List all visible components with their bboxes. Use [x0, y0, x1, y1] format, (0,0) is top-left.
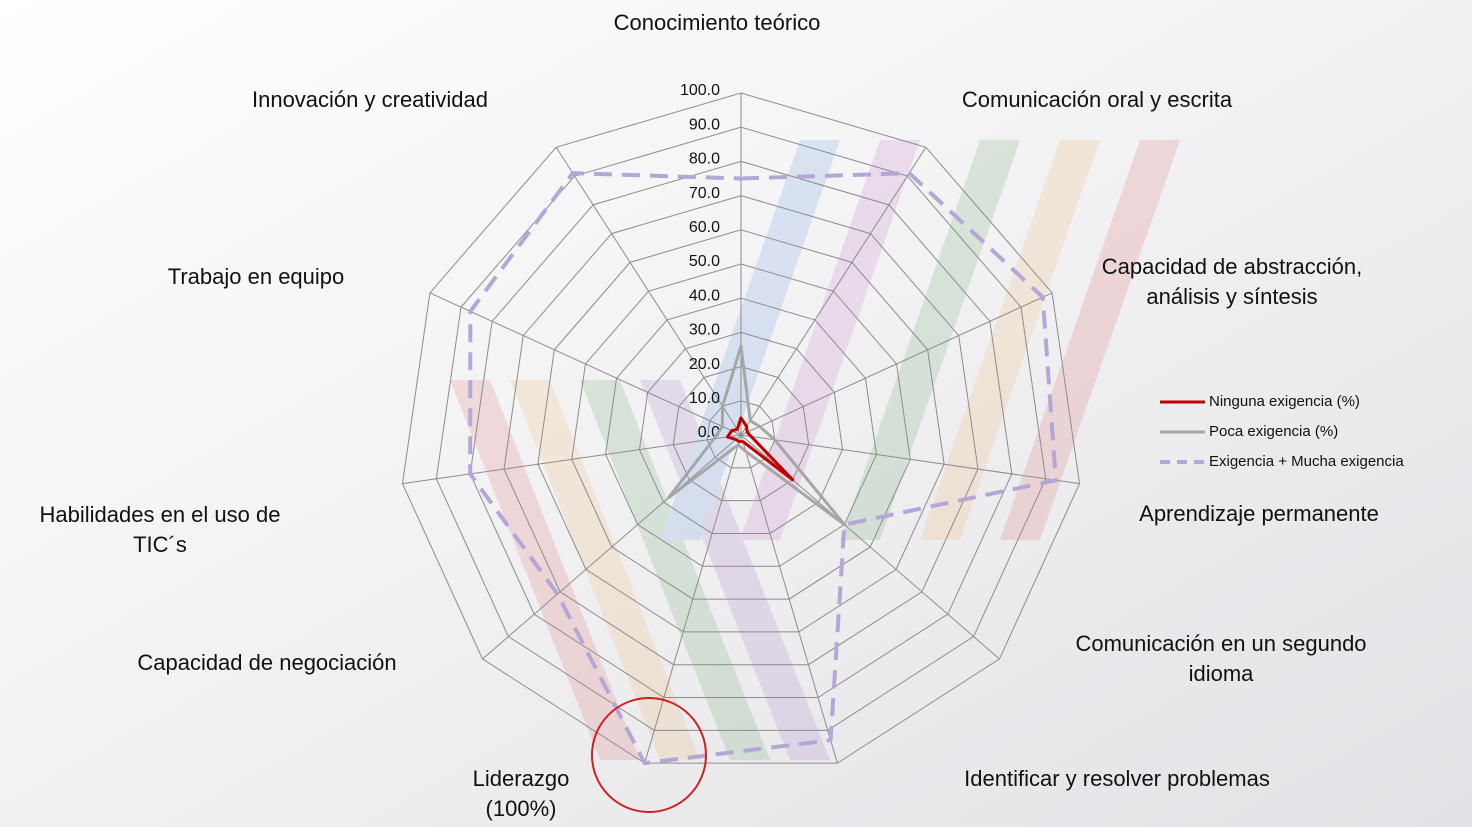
r-tick-label: 50.0 [689, 253, 720, 270]
r-tick-label: 60.0 [689, 219, 720, 236]
category-label: Liderazgo [473, 766, 570, 791]
spoke [740, 147, 927, 436]
category-label: Habilidades en el uso de [40, 502, 281, 527]
decor-stripes [450, 140, 1180, 760]
grid-ring [605, 297, 877, 567]
category-label: Innovación y creatividad [252, 87, 488, 112]
grid-ring [503, 195, 979, 666]
r-tick-label: 80.0 [689, 151, 720, 168]
r-tick-label: 40.0 [689, 287, 720, 304]
category-label: (100%) [486, 796, 557, 821]
spoke [555, 147, 742, 436]
grid-ring [638, 331, 844, 534]
category-label: Conocimiento teórico [614, 10, 821, 35]
grid-ring [571, 263, 911, 600]
category-label: Identificar y resolver problemas [964, 766, 1270, 791]
category-label: Trabajo en equipo [168, 264, 345, 289]
grid-ring [537, 229, 945, 633]
category-label: análisis y síntesis [1146, 284, 1317, 309]
grid-ring [672, 366, 810, 502]
spoke [740, 292, 1053, 436]
spoke [429, 292, 742, 436]
r-tick-label: 20.0 [689, 356, 720, 373]
grid-ring [435, 126, 1047, 731]
legend-label: Ninguna exigencia (%) [1209, 393, 1360, 410]
series-line [468, 171, 1058, 766]
category-label: Aprendizaje permanente [1139, 501, 1379, 526]
r-tick-label: 90.0 [689, 116, 720, 133]
category-label: Comunicación oral y escrita [962, 87, 1233, 112]
spoke [402, 434, 742, 485]
series-line [725, 416, 795, 482]
spoke [644, 434, 742, 764]
category-label: idioma [1189, 661, 1255, 686]
category-label: Comunicación en un segundo [1075, 631, 1366, 656]
grid-ring [469, 160, 1013, 699]
grid-ring [401, 92, 1081, 764]
legend-label: Poca exigencia (%) [1209, 423, 1338, 440]
r-tick-label: 30.0 [689, 322, 720, 339]
plot: 0.010.020.030.040.050.060.070.080.090.01… [40, 10, 1405, 821]
r-tick-label: 70.0 [689, 185, 720, 202]
category-label: Capacidad de negociación [137, 650, 396, 675]
grid-ring [706, 400, 776, 469]
series-line [667, 344, 846, 527]
legend-label: Exigencia + Mucha exigencia [1209, 453, 1404, 470]
category-label: Capacidad de abstracción, [1102, 254, 1363, 279]
r-tick-label: 100.0 [680, 82, 720, 99]
spoke [740, 434, 1080, 485]
spoke [740, 434, 838, 764]
category-label: TIC´s [133, 532, 187, 557]
highlight-circle [591, 697, 707, 813]
spoke [482, 434, 742, 660]
r-tick-label: 10.0 [689, 390, 720, 407]
